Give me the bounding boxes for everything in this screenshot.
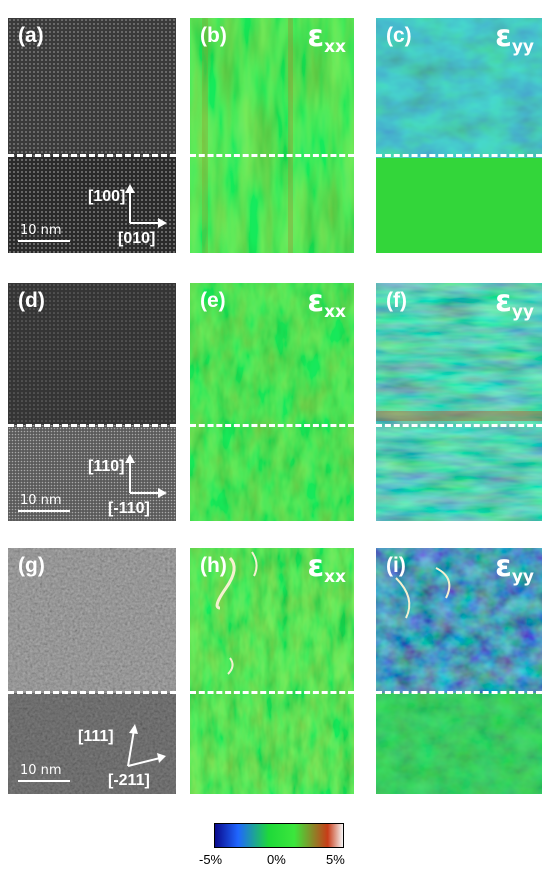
colorbar-tick-max: 5% — [326, 852, 345, 867]
strain-map-b — [190, 18, 354, 253]
panel-label: (h) — [200, 554, 227, 577]
strain-map-e — [190, 283, 354, 521]
panel-g-hrtem: (g) 10 nm [111] [-211] — [8, 548, 176, 794]
direction-arrows-icon — [127, 724, 166, 767]
panel-label: (a) — [18, 24, 44, 47]
colorbar-tick-zero: 0% — [267, 852, 286, 867]
strain-component-label: εxx — [307, 549, 346, 587]
interface-dashed-line — [376, 424, 542, 427]
interface-dashed-line — [8, 424, 176, 427]
scale-bar — [18, 510, 70, 512]
interface-dashed-line — [8, 691, 176, 694]
strain-map-c — [376, 18, 542, 253]
strain-component-label: εxx — [307, 19, 346, 57]
strain-map-i — [376, 548, 542, 794]
panel-h-strain-map: (h) εxx — [190, 548, 354, 794]
strain-component-label: εyy — [495, 284, 534, 322]
strain-component-label: εyy — [495, 19, 534, 57]
direction-arrows-icon — [125, 454, 167, 498]
direction-arrows-icon — [125, 184, 167, 228]
colorbar-tick-min: -5% — [199, 852, 223, 867]
interface-dashed-line — [376, 691, 542, 694]
panel-label: (c) — [386, 24, 412, 47]
panel-a-hrtem: (a) 10 nm [100] [010] — [8, 18, 176, 253]
direction-up-label: [111] — [78, 728, 114, 745]
scale-bar-label: 10 nm — [20, 223, 62, 238]
scale-bar — [18, 240, 70, 242]
direction-right-label: [010] — [118, 230, 156, 247]
direction-right-label: [-211] — [108, 772, 150, 789]
panel-d-hrtem: (d) 10 nm [110] [-110] — [8, 283, 176, 521]
panel-f-strain-map: (f) εyy — [376, 283, 542, 521]
interface-dashed-line — [8, 154, 176, 157]
hrtem-image-a — [8, 18, 176, 253]
panel-label: (i) — [386, 554, 406, 577]
strain-component-label: εyy — [495, 549, 534, 587]
strain-map-f — [376, 283, 542, 521]
scale-bar — [18, 780, 70, 782]
interface-dashed-line — [376, 154, 542, 157]
strain-component-label: εxx — [307, 284, 346, 322]
scale-bar-label: 10 nm — [20, 493, 62, 508]
colorbar-gradient — [215, 824, 343, 847]
direction-up-label: [100] — [88, 188, 126, 205]
panel-label: (b) — [200, 24, 227, 47]
panel-label: (d) — [18, 289, 45, 312]
panel-i-strain-map: (i) εyy — [376, 548, 542, 794]
direction-up-label: [110] — [88, 458, 125, 475]
panel-label: (e) — [200, 289, 226, 312]
panel-e-strain-map: (e) εxx — [190, 283, 354, 521]
panel-label: (f) — [386, 289, 407, 312]
hrtem-image-g — [8, 548, 176, 794]
direction-right-label: [-110] — [108, 500, 150, 517]
panel-b-strain-map: (b) εxx — [190, 18, 354, 253]
interface-dashed-line — [190, 691, 354, 694]
strain-colorbar — [214, 823, 344, 848]
panel-label: (g) — [18, 554, 45, 577]
interface-dashed-line — [190, 424, 354, 427]
scale-bar-label: 10 nm — [20, 763, 62, 778]
hrtem-image-d — [8, 283, 176, 521]
strain-map-h — [190, 548, 354, 794]
panel-c-strain-map: (c) εyy — [376, 18, 542, 253]
interface-dashed-line — [190, 154, 354, 157]
